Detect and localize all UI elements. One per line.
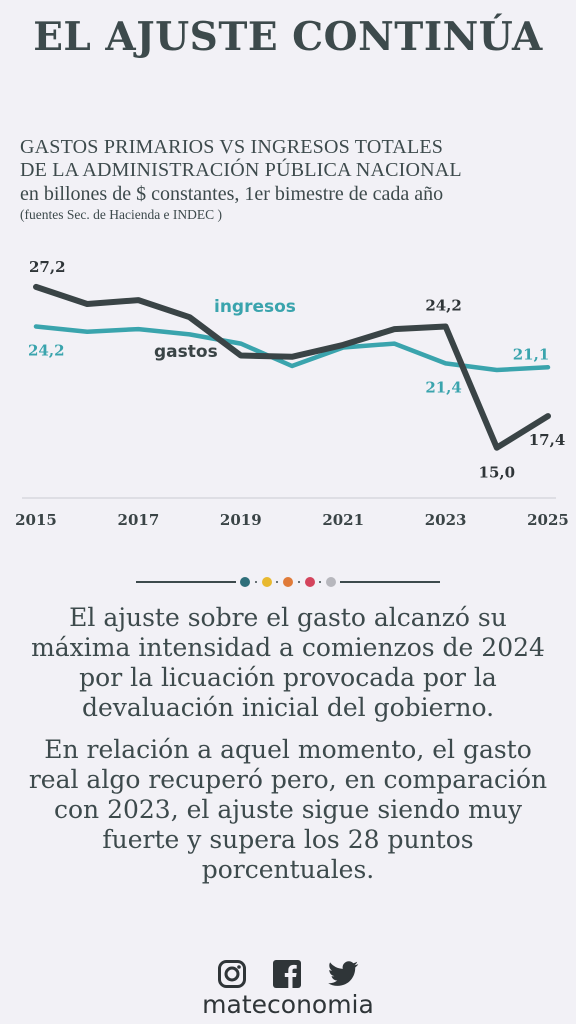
divider-separator — [276, 581, 279, 583]
series-line-gastos — [33, 283, 551, 451]
x-tick-label: 2023 — [425, 511, 467, 529]
divider-dot — [304, 577, 315, 587]
data-label-ingresos: 21,1 — [513, 345, 550, 363]
social-icons — [0, 958, 576, 990]
x-tick-label: 2025 — [527, 511, 569, 529]
data-label-gastos: 17,4 — [529, 431, 566, 449]
divider-separator — [254, 581, 257, 583]
divider-separator — [319, 581, 322, 583]
paragraph-2: En relación a aquel momento, el gasto re… — [28, 735, 548, 884]
facebook-icon[interactable] — [273, 960, 301, 988]
divider-dots — [240, 576, 336, 588]
series-name-label: ingresos — [214, 297, 296, 317]
data-label-gastos: 27,2 — [29, 258, 66, 276]
data-label-gastos: 24,2 — [425, 296, 462, 314]
data-label-ingresos: 21,4 — [425, 378, 462, 396]
headline: EL AJUSTE CONTINÚA — [33, 14, 543, 60]
data-label-ingresos: 24,2 — [28, 341, 65, 359]
line-chart: 2015 2017 2019 2021 2023 2025 ingresos gastos 27… — [15, 258, 569, 529]
divider-dot — [240, 577, 250, 587]
data-label-gastos: 15,0 — [479, 464, 516, 482]
x-tick-label: 2015 — [15, 511, 57, 529]
series-name-label: gastos — [154, 342, 218, 362]
x-tick-label: 2019 — [220, 511, 262, 529]
divider-dot — [326, 577, 336, 587]
series-line-ingresos — [33, 324, 551, 373]
brand-name: mateconomia — [202, 990, 374, 1019]
divider — [136, 572, 440, 592]
divider-dot — [283, 577, 293, 587]
divider-dot — [261, 577, 272, 587]
subtitle-line-1: GASTOS PRIMARIOS VS INGRESOS TOTALES — [20, 136, 444, 158]
twitter-icon[interactable] — [327, 960, 359, 988]
x-tick-label: 2021 — [322, 511, 364, 529]
chart-subtitle: GASTOS PRIMARIOS VS INGRESOS TOTALES DE … — [20, 136, 565, 224]
x-tick-label: 2017 — [118, 511, 160, 529]
subtitle-units: en billones de $ constantes, 1er bimestr… — [20, 183, 444, 205]
divider-line-left — [136, 581, 236, 583]
divider-line-right — [340, 581, 440, 583]
social-footer: mateconomia — [0, 958, 576, 1019]
divider-separator — [297, 581, 300, 583]
paragraph-1: El ajuste sobre el gasto alcanzó su máxi… — [31, 603, 545, 722]
subtitle-line-2: DE LA ADMINISTRACIÓN PÚBLICA NACIONAL — [20, 159, 462, 181]
subtitle-source: (fuentes Sec. de Hacienda e INDEC ) — [20, 207, 223, 222]
instagram-icon[interactable] — [217, 959, 247, 989]
